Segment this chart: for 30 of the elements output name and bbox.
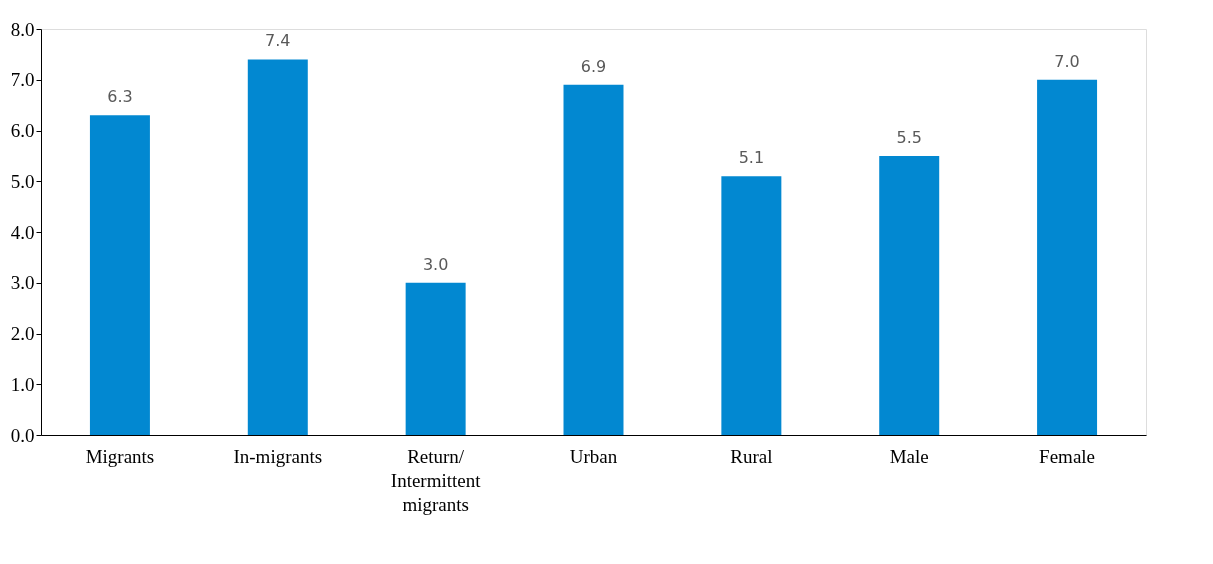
x-tick-label: Male: [889, 445, 929, 467]
bar: [879, 155, 940, 435]
bar: [563, 84, 624, 435]
x-tick-label: Urban: [569, 445, 618, 467]
data-label: 7.4: [265, 31, 291, 51]
y-tick-label: 3.0: [10, 272, 35, 294]
data-label: 3.0: [422, 254, 449, 274]
bar: [721, 176, 782, 435]
data-label: 5.5: [896, 127, 922, 147]
y-tick-label: 7.0: [10, 69, 35, 91]
x-tick-label: Migrants: [85, 445, 155, 467]
y-tick-label: 6.0: [10, 120, 35, 141]
bar: [89, 115, 150, 435]
x-tick-label: Rural: [730, 445, 773, 467]
x-tick-label: In-migrants: [233, 445, 323, 467]
data-label: 6.9: [580, 56, 607, 76]
data-label: 6.3: [107, 87, 133, 107]
x-tick-label: Return/ Intermittent migrants: [390, 445, 482, 515]
y-tick-label: 4.0: [10, 221, 35, 243]
bar: [405, 282, 466, 435]
y-tick-label: 2.0: [10, 323, 35, 344]
data-label: 7.0: [1054, 51, 1080, 71]
y-tick-label: 0.0: [10, 424, 35, 446]
y-tick-label: 5.0: [10, 170, 35, 192]
y-tick-label: 1.0: [10, 373, 35, 395]
data-label: 5.1: [738, 148, 765, 168]
y-tick-label: 8.0: [10, 18, 35, 40]
x-tick-label: Female: [1039, 445, 1096, 467]
bar: [247, 59, 308, 435]
bar: [1037, 79, 1098, 435]
